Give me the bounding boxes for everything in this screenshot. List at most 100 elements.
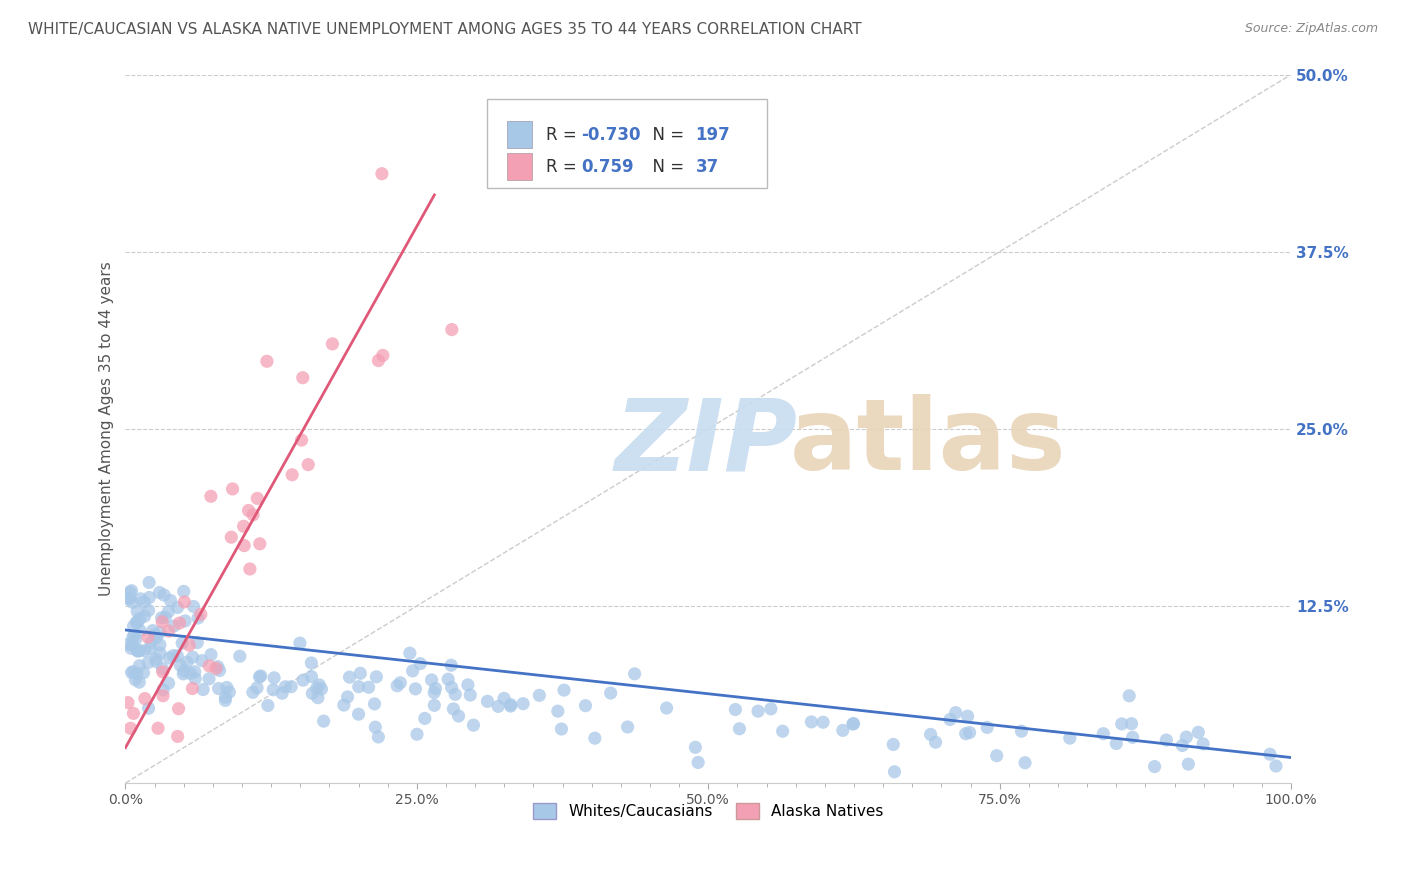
Point (166, 648, 188, 663)
Point (387, 679, 409, 693)
Point (198, 672, 221, 686)
Point (308, 678, 330, 692)
Point (389, 675, 412, 690)
Point (583, 731, 606, 746)
Point (1175, 730, 1198, 744)
Point (447, 709, 470, 723)
Point (121, 583, 143, 598)
Point (1105, 737, 1128, 751)
Point (125, 667, 148, 681)
Point (292, 673, 315, 688)
Point (249, 537, 271, 551)
Point (307, 690, 329, 705)
Point (134, 609, 156, 624)
Point (301, 670, 323, 684)
Point (184, 672, 207, 686)
Point (173, 664, 195, 678)
Point (1121, 716, 1143, 731)
Point (179, 666, 201, 681)
Point (166, 600, 188, 615)
Point (152, 689, 174, 703)
Point (121, 637, 143, 651)
Point (122, 665, 145, 679)
Point (207, 681, 229, 696)
Point (152, 662, 174, 676)
Point (214, 693, 236, 707)
Point (655, 701, 678, 715)
Point (136, 630, 159, 644)
Point (173, 595, 195, 609)
Point (239, 562, 262, 576)
Point (233, 539, 256, 553)
Point (249, 669, 271, 683)
Point (238, 503, 260, 517)
Point (1156, 733, 1178, 747)
Point (257, 698, 280, 713)
Point (152, 665, 174, 679)
Text: 37: 37 (696, 158, 718, 176)
Point (401, 664, 423, 678)
Point (1092, 727, 1115, 741)
Point (179, 638, 201, 652)
Point (132, 665, 155, 680)
Point (121, 595, 143, 609)
Point (214, 690, 236, 705)
Point (207, 659, 229, 673)
Point (882, 738, 904, 752)
Point (1177, 757, 1199, 772)
Point (172, 666, 194, 681)
Point (1118, 689, 1140, 703)
Point (457, 678, 479, 692)
Point (728, 722, 751, 736)
Point (157, 605, 180, 619)
Point (499, 699, 522, 714)
Point (486, 699, 509, 714)
Point (274, 680, 297, 694)
Point (246, 681, 269, 695)
FancyBboxPatch shape (506, 121, 533, 148)
Point (623, 666, 645, 681)
Point (117, 696, 139, 710)
Point (437, 672, 460, 686)
Legend: Whites/Caucasians, Alaska Natives: Whites/Caucasians, Alaska Natives (527, 797, 890, 825)
Point (363, 697, 385, 711)
Point (512, 697, 534, 711)
Point (458, 688, 481, 702)
Point (138, 591, 160, 605)
Point (1143, 759, 1166, 773)
Point (134, 643, 156, 657)
Point (1111, 717, 1133, 731)
Text: atlas: atlas (790, 394, 1067, 491)
Point (205, 661, 228, 675)
Point (399, 646, 422, 660)
Point (120, 641, 142, 656)
Point (138, 603, 160, 617)
Point (242, 685, 264, 699)
Point (190, 607, 212, 622)
Point (128, 644, 150, 658)
Point (811, 715, 834, 730)
Point (406, 727, 429, 741)
Point (256, 354, 278, 368)
Point (1265, 759, 1288, 773)
Point (138, 701, 160, 715)
Point (128, 612, 150, 626)
Point (299, 656, 322, 670)
Point (127, 604, 149, 618)
Point (219, 530, 242, 544)
Point (297, 458, 319, 472)
Point (477, 694, 499, 708)
Point (176, 655, 198, 669)
Point (291, 370, 314, 384)
Point (187, 611, 209, 625)
Point (146, 721, 169, 735)
Point (186, 635, 208, 649)
Point (127, 644, 149, 658)
Point (772, 724, 794, 739)
Point (959, 725, 981, 739)
Point (312, 714, 335, 728)
Point (157, 651, 180, 665)
Point (423, 698, 446, 713)
Point (169, 616, 191, 631)
Text: Source: ZipAtlas.com: Source: ZipAtlas.com (1244, 22, 1378, 36)
